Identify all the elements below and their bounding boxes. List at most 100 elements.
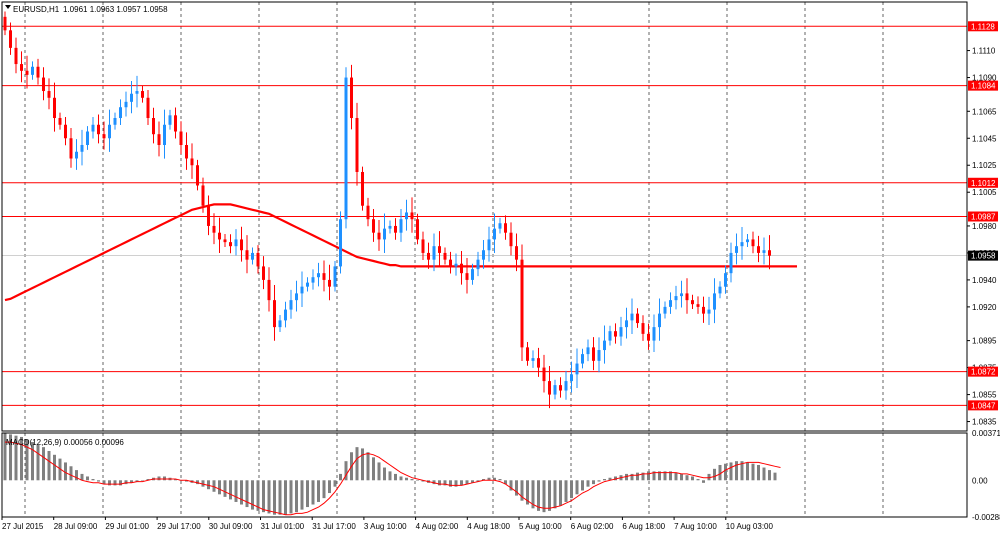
symbol-label: EURUSD,H1 [13,5,60,14]
candle-body [608,331,612,341]
y-tick-label: 1.1090 [972,74,997,83]
macd-bar [273,480,276,515]
candle-body [476,259,480,270]
candle-body [372,219,375,233]
x-tick-label: 10 Aug 03:00 [726,522,774,531]
macd-signal-line [5,441,781,516]
macd-bar [300,480,304,510]
candle-body [135,91,139,94]
macd-bar [410,479,414,481]
macd-bar [317,480,320,502]
macd-bar [449,480,452,487]
candle-body [449,259,452,267]
macd-pane-frame [1,432,968,518]
macd-tick-label: 0.00371 [972,429,1000,438]
candle-body [427,252,430,260]
macd-bar [333,480,337,487]
macd-bar [399,476,403,481]
candle-body [262,266,265,280]
candle-body [141,91,144,98]
candle-body [185,145,188,159]
candle-body [174,115,177,132]
candle-body [119,107,122,119]
candle-body [97,124,100,135]
macd-bar [630,473,634,481]
macd-bar [729,462,733,481]
macd-bar [256,480,260,511]
candle-body [713,293,716,310]
macd-bar [113,480,117,486]
macd-bar [652,471,656,481]
macd-bar [482,479,485,481]
macd-bar [47,450,51,481]
candle-body [295,293,298,301]
candle-body [377,232,381,240]
candle-body [515,246,518,260]
candle-body [267,279,271,301]
level-tag: 1.1012 [971,179,996,188]
macd-bar [377,462,381,481]
x-tick-label: 4 Aug 02:00 [416,522,459,531]
candle-body [69,138,73,159]
macd-bar [432,480,436,485]
candle-body [735,246,738,253]
macd-bar [251,480,254,510]
level-tag-bg [968,400,998,411]
macd-bar [746,462,749,481]
candle-body [3,16,7,31]
macd-bar [421,480,425,482]
level-tag-bg [968,21,998,32]
candle-body [465,273,469,280]
macd-bar [515,480,518,496]
macd-bar [102,480,106,485]
macd-bar [592,480,595,485]
macd-bar [542,480,546,513]
candle-body [350,77,353,119]
candle-body [454,263,458,267]
current-price-tag-bg [968,250,998,261]
macd-bar [361,448,364,481]
macd-bar [91,479,95,481]
candle-body [113,118,117,125]
macd-bar [498,479,502,481]
macd-bar [229,480,232,500]
y-tick-label: 1.0940 [972,276,997,285]
candle-body [168,115,172,125]
candle-body [597,350,601,361]
candle-body [80,145,84,152]
macd-bar [636,472,639,481]
candle-body [570,374,573,382]
macd-bar [641,472,645,481]
macd-bar [696,479,700,481]
macd-bar [493,477,496,481]
x-tick-label: 31 Jul 01:00 [261,522,305,531]
candle-body [311,277,315,283]
x-tick-label: 7 Aug 10:00 [674,522,717,531]
candle-body [537,358,540,368]
level-tag: 1.1084 [971,82,996,91]
candle-body [751,239,755,247]
candle-body [718,286,722,294]
x-tick-label: 4 Aug 18:00 [467,522,510,531]
candle-body [757,246,760,253]
macd-bar [454,480,458,487]
macd-bar [64,462,67,481]
candle-body [31,66,34,75]
candle-body [64,124,67,139]
macd-bar [465,480,469,485]
candle-body [553,385,557,395]
candle-body [432,246,436,260]
macd-bar [9,434,12,481]
candle-body [251,252,254,260]
macd-bar [581,480,584,491]
candle-body [746,239,749,243]
macd-bar [36,444,40,481]
candle-body [542,367,546,382]
macd-bar [234,480,238,502]
macd-bar [548,480,551,511]
macd-bar [658,471,661,481]
y-tick-label: 1.1025 [972,161,997,170]
candle-body [641,323,645,334]
macd-bar [141,480,144,481]
